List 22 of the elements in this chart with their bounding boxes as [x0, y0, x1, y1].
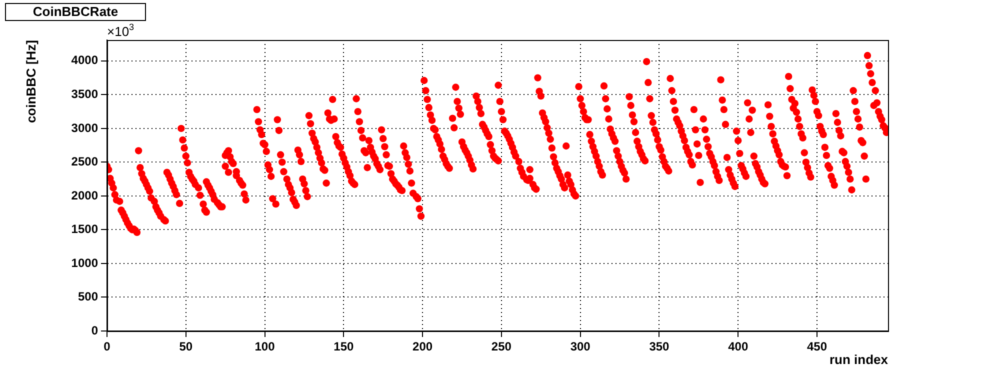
y-tick-label: 1000 — [71, 256, 98, 270]
x-tick-label: 50 — [179, 340, 193, 354]
y-tick-label: 4000 — [71, 53, 98, 68]
x-tick-label: 100 — [254, 340, 276, 354]
y-tick-label: 0 — [91, 323, 98, 338]
y-tick-label: 3000 — [71, 120, 98, 135]
x-tick-label: 400 — [728, 340, 748, 354]
x-axis-title: run index — [829, 352, 889, 367]
y-tick-label: 2500 — [71, 154, 98, 169]
x-tick-label: 450 — [806, 340, 828, 354]
x-tick-label: 250 — [491, 340, 512, 354]
x-tick-label: 200 — [412, 340, 433, 354]
y-tick-label: 3500 — [71, 87, 98, 101]
x-tick-label: 300 — [570, 340, 591, 354]
x-tick-label: 350 — [649, 340, 670, 354]
y-tick-label: 1500 — [71, 222, 98, 236]
x-tick-label: 150 — [334, 340, 354, 354]
y-axis-title: coinBBC [Hz] — [23, 40, 38, 124]
y-tick-label: 2000 — [71, 188, 98, 202]
y-tick-label: 500 — [78, 290, 98, 304]
chart-title: CoinBBCRate — [32, 4, 118, 20]
x-tick-label: 0 — [104, 340, 111, 354]
